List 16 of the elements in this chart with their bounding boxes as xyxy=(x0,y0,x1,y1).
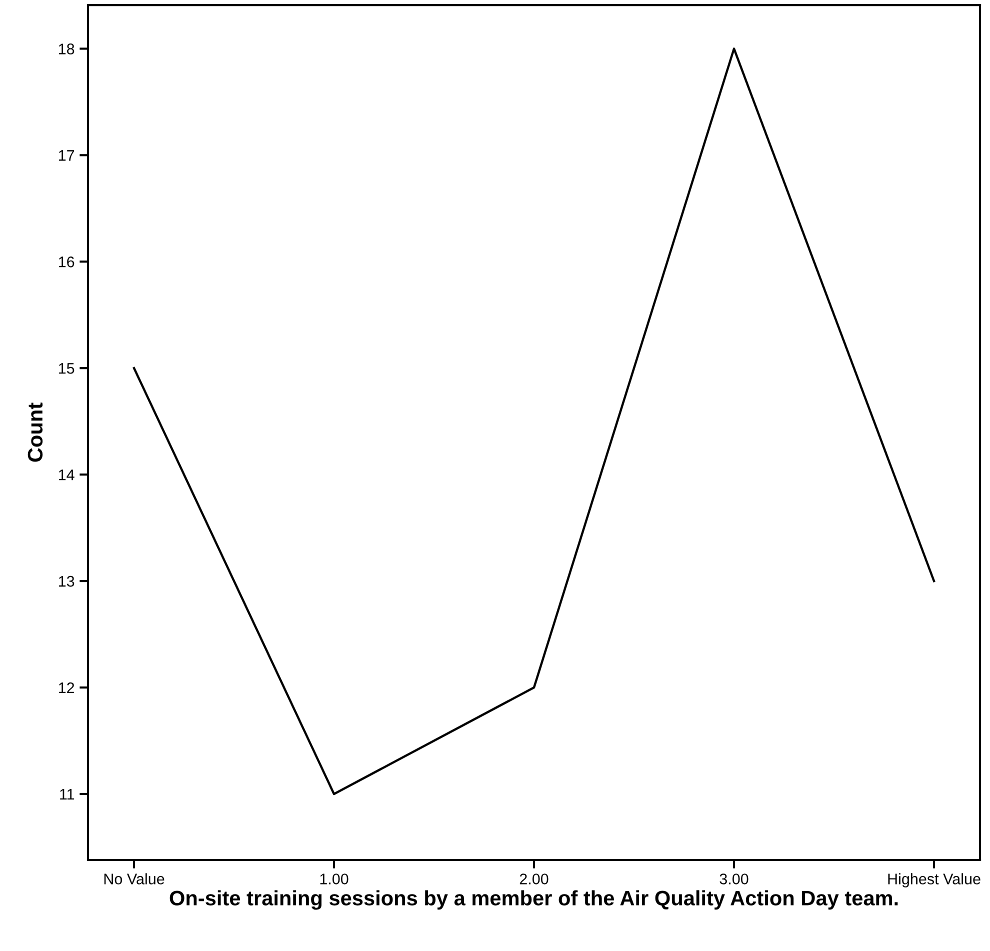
x-tick-label: 2.00 xyxy=(520,874,548,884)
y-tick-label: 14 xyxy=(58,470,74,480)
x-tick-label: 1.00 xyxy=(320,874,348,884)
y-tick-label: 11 xyxy=(60,789,74,800)
y-axis-title: Count xyxy=(28,402,43,462)
x-tick-label: No Value xyxy=(104,873,164,884)
y-tick-label: 12 xyxy=(58,682,74,694)
y-tick-label: 16 xyxy=(58,256,74,268)
x-axis-title: On-site training sessions by a member of the Air Quality Action Day team. xyxy=(170,890,898,910)
y-tick-label: 18 xyxy=(58,44,74,54)
y-tick-label: 17 xyxy=(58,150,74,161)
y-tick-label: 15 xyxy=(58,363,74,374)
line-series xyxy=(132,48,936,796)
x-tick-label: Highest Value xyxy=(888,873,980,888)
x-tick-label: 3.00 xyxy=(720,874,748,884)
y-tick-label: 13 xyxy=(58,576,74,587)
